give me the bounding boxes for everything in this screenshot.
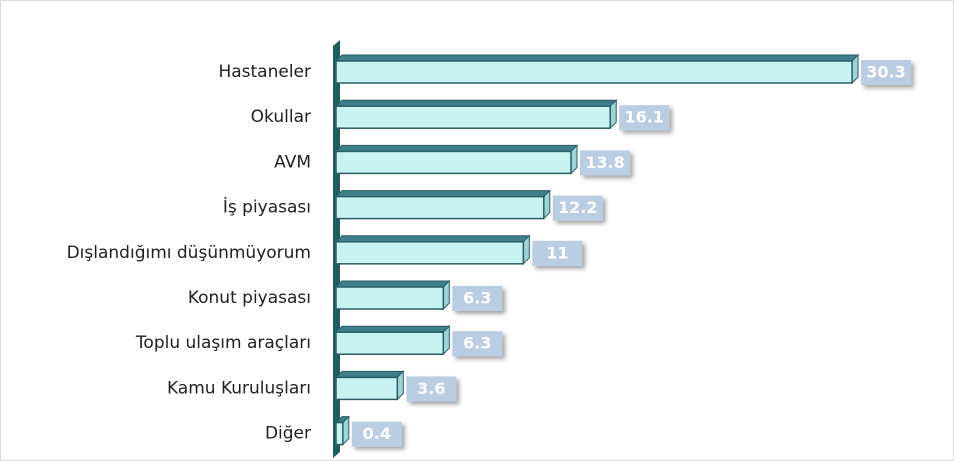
- value-label: 3.6: [417, 379, 445, 398]
- category-label: AVM: [274, 152, 311, 172]
- category-label: Konut piyasası: [188, 288, 311, 308]
- value-label-box: [452, 331, 503, 357]
- bar: [335, 241, 525, 265]
- bar: [335, 105, 611, 129]
- value-label: 30.3: [866, 63, 905, 82]
- bar: [335, 376, 399, 401]
- bar: [335, 195, 545, 220]
- category-label: Diğer: [265, 424, 311, 444]
- bar-top: [334, 325, 451, 333]
- bar-top: [334, 235, 531, 243]
- bar-top: [334, 280, 451, 288]
- value-label-box: [532, 240, 583, 266]
- value-label: 6.3: [463, 289, 491, 308]
- value-label-box: [619, 105, 670, 131]
- value-label-box: [452, 286, 503, 311]
- bar: [335, 286, 445, 310]
- bar-top: [334, 370, 405, 378]
- category-label: Okullar: [251, 107, 311, 127]
- value-label-box: [552, 195, 603, 221]
- value-label-box: [580, 150, 631, 176]
- bar-top: [334, 99, 618, 107]
- bar-top: [334, 144, 579, 152]
- bar: [335, 60, 853, 84]
- bar: [335, 331, 445, 355]
- category-label: Toplu ulaşım araçları: [135, 333, 311, 353]
- category-label: Kamu Kuruluşları: [167, 378, 311, 398]
- value-label: 16.1: [624, 108, 663, 127]
- value-label-box: [406, 376, 457, 402]
- bar: [335, 421, 344, 446]
- bar: [335, 150, 572, 175]
- bar-top: [334, 190, 551, 198]
- category-label: Hastaneler: [218, 62, 311, 82]
- value-label: 13.8: [585, 153, 624, 172]
- value-label-box: [351, 421, 402, 447]
- value-label: 11: [546, 243, 568, 262]
- bar-top: [334, 54, 860, 62]
- value-label-box: [861, 60, 912, 85]
- category-label: İş piyasası: [223, 197, 311, 218]
- value-label: 0.4: [363, 424, 391, 443]
- value-label: 12.2: [558, 198, 597, 217]
- category-label: Dışlandığımı düşünmüyorum: [67, 243, 311, 263]
- value-label: 6.3: [463, 334, 491, 353]
